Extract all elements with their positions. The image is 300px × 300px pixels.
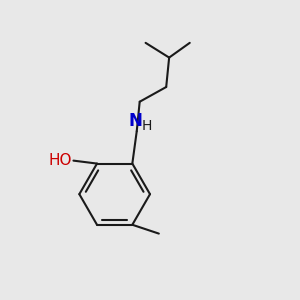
Text: HO: HO (49, 153, 72, 168)
Text: H: H (142, 119, 152, 133)
Text: N: N (128, 112, 142, 130)
